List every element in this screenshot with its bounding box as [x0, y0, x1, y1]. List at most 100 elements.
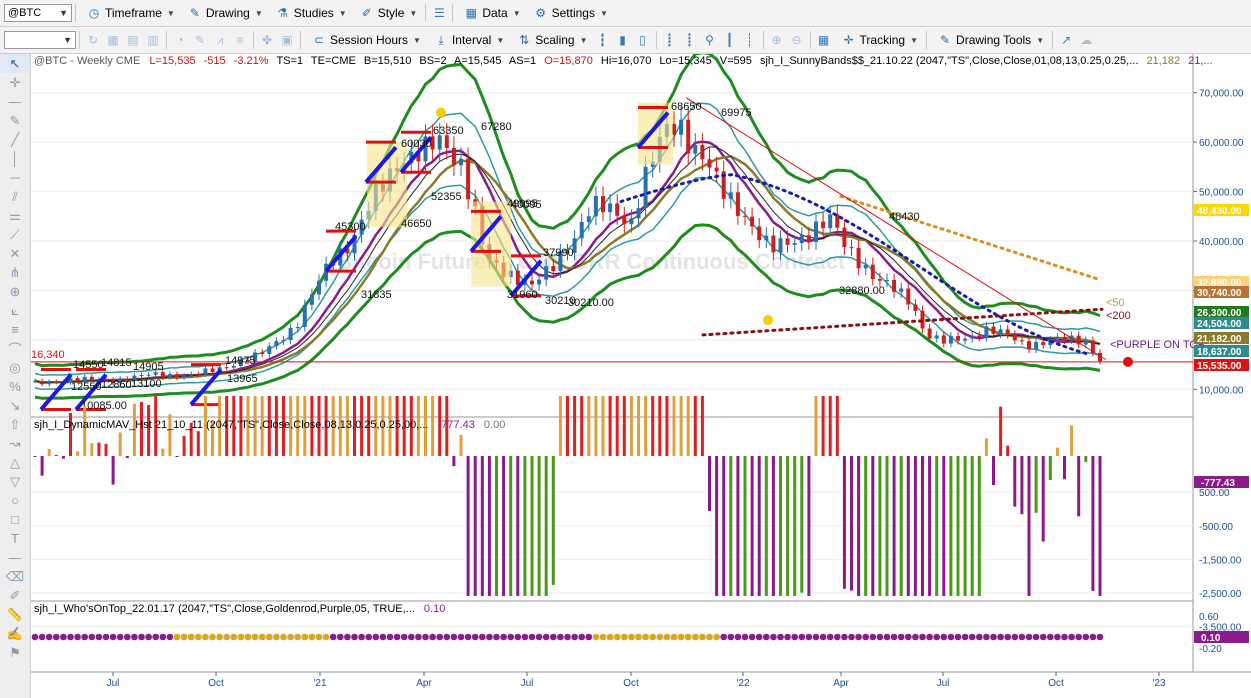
- interval-input[interactable]: ▼: [4, 31, 76, 49]
- bar-style-icon[interactable]: ┇: [598, 33, 607, 47]
- studies-menu[interactable]: ⚗ Studies ▼: [271, 3, 352, 23]
- grid-icon[interactable]: ▦: [107, 33, 119, 47]
- line-chart-icon[interactable]: ⩘: [216, 32, 224, 47]
- window-icon[interactable]: ▣: [281, 33, 293, 47]
- bars-icon[interactable]: ▤: [127, 33, 139, 47]
- histogram-bar: [835, 396, 839, 456]
- histogram-bar: [282, 396, 285, 456]
- whos-on-top-dot: [890, 633, 898, 641]
- chart-canvas[interactable]: Bitcoin Futures - CME BRR Continuous Con…: [31, 54, 1251, 698]
- data-menu[interactable]: ▦ Data ▼: [459, 3, 525, 23]
- levels-icon[interactable]: ≡: [11, 322, 19, 337]
- upper-outer-band: [34, 54, 1101, 368]
- candle-hollow-icon[interactable]: ▯: [639, 33, 646, 47]
- price-annotation: 30210: [545, 295, 576, 307]
- edit-icon[interactable]: ✍: [6, 625, 24, 641]
- candle-body: [870, 264, 875, 280]
- candle-body: [579, 221, 584, 239]
- trendline-icon[interactable]: ╱: [11, 131, 19, 147]
- price-annotation: 68650: [671, 101, 702, 113]
- candle-style-icon[interactable]: ▮: [619, 33, 626, 47]
- fib-icon[interactable]: ⚌: [9, 207, 21, 223]
- rectangle-icon[interactable]: □: [11, 512, 19, 527]
- tracking-menu[interactable]: ✛ Tracking ▼: [837, 30, 924, 50]
- channel-icon[interactable]: ⫽: [12, 188, 18, 204]
- bars-compact-icon[interactable]: ┋: [665, 33, 674, 47]
- gann-icon[interactable]: ✕: [9, 245, 21, 261]
- drawing-tools-menu[interactable]: ✎ Drawing Tools ▼: [933, 30, 1049, 50]
- hist-zero: 0.00: [484, 419, 505, 431]
- wrench-icon[interactable]: ✎: [9, 112, 21, 128]
- candle-body: [33, 380, 37, 382]
- vertical-line-icon[interactable]: │: [10, 151, 20, 166]
- layout-icon[interactable]: ▥: [147, 33, 159, 47]
- session-hours-menu[interactable]: ⊂ Session Hours ▼: [307, 30, 426, 50]
- whos-on-top-dot: [684, 633, 692, 641]
- bars-wide-icon[interactable]: ┋: [685, 33, 694, 47]
- histogram-bar: [267, 396, 271, 456]
- cycle-icon[interactable]: ⊕: [9, 283, 21, 299]
- pattern-marker: [509, 259, 543, 298]
- bars-icon[interactable]: ┊: [745, 33, 754, 47]
- zoom-out-icon[interactable]: ⊖: [791, 33, 802, 47]
- horizontal-line-icon[interactable]: ─: [10, 170, 20, 185]
- refresh-icon[interactable]: ↻: [87, 33, 99, 47]
- settings-menu[interactable]: ⚙ Settings ▼: [529, 3, 613, 23]
- list-icon[interactable]: ≡: [236, 33, 244, 47]
- symbol-selector[interactable]: @BTC ▼: [4, 4, 72, 22]
- arrow-icon[interactable]: ↘: [9, 397, 21, 413]
- tools-icon[interactable]: ✤: [261, 33, 273, 47]
- highlight-box: [638, 102, 673, 165]
- ruler-icon[interactable]: 📏: [6, 606, 24, 622]
- histogram-bar: [211, 421, 214, 456]
- ellipse-icon[interactable]: ◎: [9, 359, 21, 375]
- speed-icon[interactable]: ◔: [176, 33, 184, 47]
- location-icon[interactable]: ⚲: [705, 33, 714, 47]
- circle-icon[interactable]: ○: [11, 493, 19, 508]
- crosshair-icon[interactable]: ✛: [9, 74, 21, 90]
- candles-icon[interactable]: ┃: [725, 33, 734, 47]
- triangle-up-icon[interactable]: △: [10, 454, 20, 470]
- grid-view-icon[interactable]: ▦: [817, 33, 830, 47]
- text-icon[interactable]: T: [11, 531, 19, 546]
- zoom-in-icon[interactable]: ⊕: [771, 33, 782, 47]
- whos-on-top-dot: [912, 633, 919, 641]
- arc-icon[interactable]: ⌒: [8, 342, 22, 357]
- up-arrow-icon[interactable]: ⇧: [9, 416, 21, 432]
- brush-icon[interactable]: ✐: [9, 587, 21, 603]
- candle-body: [288, 327, 293, 341]
- candle-body: [785, 238, 790, 245]
- candle-body: [771, 235, 776, 253]
- whos-on-top-dot: [862, 633, 869, 641]
- whos-on-top-dot: [642, 633, 649, 641]
- candle-body: [444, 135, 449, 149]
- timeframe-menu[interactable]: ◷ Timeframe ▼: [82, 3, 180, 23]
- histogram-bar: [516, 456, 520, 596]
- whos-on-top-dot: [692, 633, 699, 641]
- trend-icon[interactable]: ↗: [1061, 33, 1072, 47]
- whos-on-top-dot: [379, 633, 387, 641]
- flag-icon[interactable]: ⚑: [9, 644, 21, 660]
- pointer-icon[interactable]: ↖: [0, 54, 30, 73]
- scaling-menu[interactable]: ⇅ Scaling ▼: [512, 30, 592, 50]
- histogram-bar: [104, 443, 108, 456]
- eraser-icon[interactable]: ⌫: [5, 568, 25, 584]
- curve-icon[interactable]: ↝: [9, 435, 21, 451]
- style-menu[interactable]: ✐ Style ▼: [355, 3, 423, 23]
- interval-menu[interactable]: ⤓ Interval ▼: [429, 30, 509, 50]
- dots-value: 0.10: [424, 603, 445, 615]
- percent-icon[interactable]: %: [9, 379, 21, 394]
- pitchfork-icon[interactable]: ⋔: [9, 264, 21, 280]
- layout-icon[interactable]: ☰: [433, 6, 445, 20]
- speed-line-icon[interactable]: ⟋: [10, 226, 20, 242]
- cloud-icon[interactable]: ☁: [1080, 33, 1093, 47]
- whos-on-top-dot: [393, 633, 401, 641]
- triangle-down-icon[interactable]: ▽: [10, 473, 20, 489]
- whos-on-top-dot: [514, 633, 522, 641]
- pen-icon[interactable]: ✎: [194, 33, 206, 47]
- candle-body: [948, 336, 953, 344]
- drawing-menu[interactable]: ✎ Drawing ▼: [183, 3, 268, 23]
- fan-icon[interactable]: ⟀: [11, 302, 19, 318]
- candle-body: [1012, 334, 1017, 341]
- drawing-tools-icon: ✎: [940, 33, 951, 47]
